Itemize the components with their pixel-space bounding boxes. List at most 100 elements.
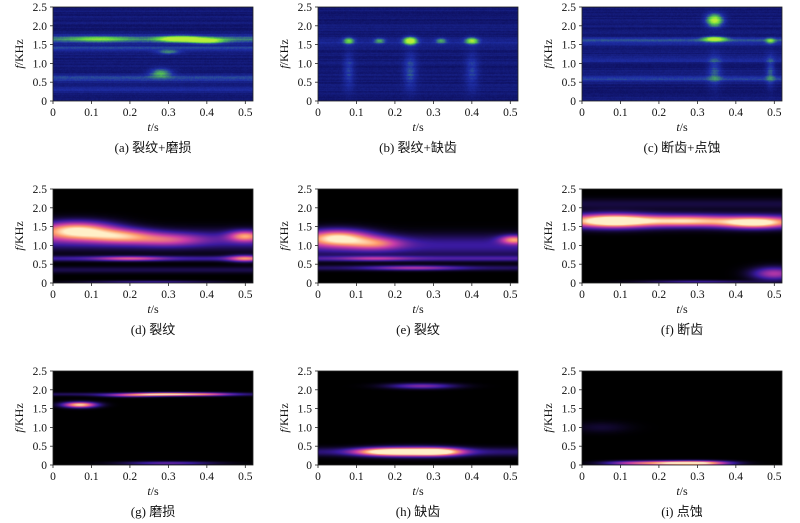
heatmap-image — [582, 7, 782, 101]
y-tick-label: 1.5 — [298, 40, 313, 52]
x-tick-label: 0.1 — [349, 289, 364, 301]
x-tick-label: 0.4 — [200, 471, 215, 483]
y-tick-label: 1.5 — [33, 404, 48, 416]
panel-caption: (h) 缺齿 — [396, 504, 440, 519]
y-axis-label: f/KHz — [277, 39, 291, 68]
heatmap-image — [318, 371, 518, 465]
y-tick-label: 1.0 — [562, 58, 577, 70]
y-tick-label: 1.0 — [298, 240, 313, 252]
y-tick-label: 2.5 — [562, 366, 577, 378]
x-axis-label: t/s — [412, 484, 424, 498]
y-axis-label: f/KHz — [12, 403, 26, 432]
y-axis-label: f/KHz — [541, 221, 555, 250]
heatmap-image — [53, 371, 253, 465]
plot-frame — [317, 6, 519, 102]
y-tick-label: 0.5 — [33, 441, 48, 453]
y-tick-label: 0 — [41, 278, 47, 290]
x-tick-label: 0.3 — [426, 289, 441, 301]
panel-caption: (a) 裂纹+磨损 — [114, 140, 191, 155]
x-tick-label: 0.5 — [767, 471, 782, 483]
x-tick-label: 0.2 — [123, 289, 138, 301]
plot-frame — [581, 370, 783, 466]
x-tick-label: 0.2 — [388, 107, 403, 119]
panel-caption: (e) 裂纹 — [396, 322, 440, 337]
y-tick-label: 1.5 — [562, 222, 577, 234]
panel-e: 0 0.5 1.0 1.5 2.0 2.5 0 0.1 0.2 0.3 0.4 0.5 t/s f/KHz… — [277, 184, 519, 337]
heatmap-image — [53, 189, 253, 283]
heatmap-image — [582, 371, 782, 465]
x-axis-label: t/s — [147, 302, 159, 316]
y-tick-label: 2.5 — [33, 184, 48, 196]
x-tick-label: 0.3 — [426, 107, 441, 119]
x-axis-label: t/s — [412, 120, 424, 134]
y-tick-label: 2.0 — [562, 203, 577, 215]
x-axis-label: t/s — [147, 120, 159, 134]
y-tick-label: 2.0 — [298, 385, 313, 397]
y-tick-label: 1.0 — [33, 58, 48, 70]
x-tick-label: 0.4 — [465, 289, 480, 301]
y-tick-label: 1.0 — [298, 58, 313, 70]
panel-h: 0 0.5 1.0 1.5 2.0 2.5 0 0.1 0.2 0.3 0.4 0.5 t/s f/KHz… — [277, 366, 519, 519]
panel-caption: (c) 断齿+点蚀 — [643, 140, 720, 155]
x-tick-label: 0.4 — [729, 289, 744, 301]
x-tick-label: 0.4 — [465, 471, 480, 483]
plot-frame — [317, 188, 519, 284]
y-tick-label: 0.5 — [562, 77, 577, 89]
y-tick-label: 1.5 — [33, 40, 48, 52]
x-tick-label: 0.2 — [652, 471, 667, 483]
y-tick-label: 1.0 — [298, 422, 313, 434]
panel-a: 0 0.5 1.0 1.5 2.0 2.5 0 0.1 0.2 0.3 0.4 0.5 t/s f/KHz… — [12, 2, 254, 155]
y-tick-label: 0 — [306, 460, 312, 472]
x-axis-label: t/s — [147, 484, 159, 498]
x-tick-label: 0 — [50, 289, 56, 301]
x-tick-label: 0.1 — [84, 471, 99, 483]
x-axis-label: t/s — [412, 302, 424, 316]
y-tick-label: 1.0 — [33, 422, 48, 434]
x-tick-label: 0.1 — [613, 107, 628, 119]
y-tick-label: 2.5 — [298, 184, 313, 196]
x-tick-label: 0 — [315, 289, 321, 301]
x-tick-label: 0.1 — [613, 289, 628, 301]
x-tick-label: 0.2 — [388, 289, 403, 301]
y-tick-label: 2.5 — [562, 184, 577, 196]
y-tick-label: 0.5 — [298, 77, 313, 89]
y-tick-label: 0.5 — [298, 441, 313, 453]
x-tick-label: 0 — [315, 107, 321, 119]
heatmap-image — [318, 189, 518, 283]
plot-frame — [317, 370, 519, 466]
panel-caption: (i) 点蚀 — [661, 504, 703, 519]
y-tick-label: 0 — [306, 278, 312, 290]
y-tick-label: 0 — [570, 96, 576, 108]
x-tick-label: 0 — [315, 471, 321, 483]
y-tick-label: 0.5 — [33, 77, 48, 89]
y-tick-label: 1.5 — [33, 222, 48, 234]
y-tick-label: 0 — [570, 460, 576, 472]
y-tick-label: 0 — [41, 460, 47, 472]
panel-f: 0 0.5 1.0 1.5 2.0 2.5 0 0.1 0.2 0.3 0.4 0.5 t/s f/KHz… — [541, 184, 783, 337]
x-tick-label: 0.3 — [426, 471, 441, 483]
y-tick-label: 1.0 — [562, 240, 577, 252]
y-tick-label: 0.5 — [562, 259, 577, 271]
y-tick-label: 2.5 — [298, 2, 313, 14]
y-axis-label: f/KHz — [541, 403, 555, 432]
x-tick-label: 0.3 — [161, 471, 176, 483]
y-axis-label: f/KHz — [541, 39, 555, 68]
x-tick-label: 0.3 — [690, 107, 705, 119]
panel-b: 0 0.5 1.0 1.5 2.0 2.5 0 0.1 0.2 0.3 0.4 0.5 t/s f/KHz… — [277, 2, 519, 155]
y-tick-label: 0 — [41, 96, 47, 108]
x-tick-label: 0.4 — [465, 107, 480, 119]
x-tick-label: 0.2 — [652, 107, 667, 119]
x-tick-label: 0.2 — [123, 471, 138, 483]
panel-d: 0 0.5 1.0 1.5 2.0 2.5 0 0.1 0.2 0.3 0.4 0.5 t/s f/KHz… — [12, 184, 254, 337]
panel-g: 0 0.5 1.0 1.5 2.0 2.5 0 0.1 0.2 0.3 0.4 0.5 t/s f/KHz… — [12, 366, 254, 519]
y-tick-label: 1.0 — [33, 240, 48, 252]
y-tick-label: 0.5 — [33, 259, 48, 271]
y-tick-label: 2.0 — [562, 385, 577, 397]
x-tick-label: 0.2 — [123, 107, 138, 119]
x-tick-label: 0.2 — [652, 289, 667, 301]
y-tick-label: 2.5 — [298, 366, 313, 378]
panel-caption: (b) 裂纹+缺齿 — [379, 140, 457, 155]
panel-c: 0 0.5 1.0 1.5 2.0 2.5 0 0.1 0.2 0.3 0.4 0.5 t/s f/KHz… — [541, 2, 783, 155]
x-tick-label: 0.3 — [690, 471, 705, 483]
